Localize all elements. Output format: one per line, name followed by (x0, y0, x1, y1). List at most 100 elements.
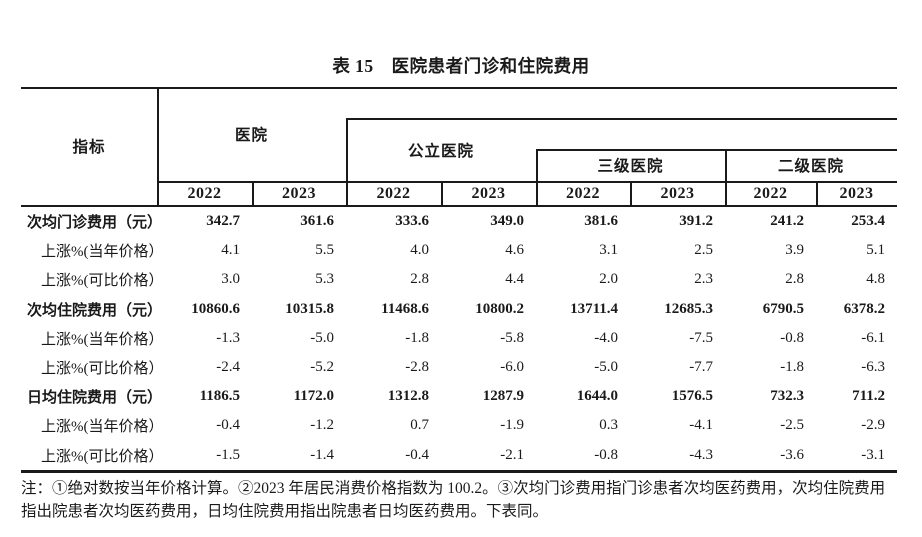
rule-year-row-top (157, 181, 897, 183)
year-header: 2023 (471, 185, 506, 202)
header-public-hospital: 公立医院 (407, 142, 474, 160)
table-cell: -5.2 (310, 359, 334, 376)
table-cell: -7.5 (689, 329, 713, 346)
table-cell: 4.4 (505, 271, 524, 288)
rule-public-group-top (346, 118, 897, 120)
table-cell: 3.0 (221, 271, 240, 288)
table-cell: 11468.6 (381, 300, 429, 317)
table-row: 上涨%(当年价格） -0.4 -1.2 0.7 -1.9 0.3 -4.1 -2… (21, 411, 897, 440)
table-cell: 4.0 (410, 242, 429, 259)
header-secondary-hospital: 二级医院 (777, 158, 844, 175)
table-cell: 349.0 (490, 213, 524, 230)
table-cell: -1.3 (216, 329, 240, 346)
table-row: 次均住院费用（元） 10860.6 10315.8 11468.6 10800.… (21, 295, 897, 324)
table-cell: -4.0 (594, 329, 618, 346)
table-cell: -1.2 (310, 417, 334, 434)
table-cell: 4.6 (505, 242, 524, 259)
table-body: 次均门诊费用（元） 342.7 361.6 333.6 349.0 381.6 … (21, 207, 897, 470)
table-cell: 6790.5 (762, 300, 804, 317)
divider-col-5 (630, 181, 632, 207)
divider-col-1 (252, 181, 254, 207)
table-cell: 3.9 (785, 242, 804, 259)
table-cell: 10800.2 (475, 300, 524, 317)
table-cell: -6.3 (861, 359, 885, 376)
table-cell: -7.7 (689, 359, 713, 376)
rule-table-bottom (21, 470, 897, 473)
year-header: 2022 (376, 185, 411, 202)
table-row: 上涨%(当年价格） -1.3 -5.0 -1.8 -5.8 -4.0 -7.5 … (21, 324, 897, 353)
hospital-fee-table: 指标 医院 公立医院 三级医院 二级医院 2022 2023 2022 2023… (21, 87, 897, 473)
row-label: 上涨%(可比价格） (41, 361, 164, 378)
table-cell: 1644.0 (576, 388, 618, 405)
table-cell: 253.4 (851, 213, 885, 230)
table-row: 上涨%(可比价格） -1.5 -1.4 -0.4 -2.1 -0.8 -4.3 … (21, 441, 897, 470)
table-cell: -0.4 (216, 417, 240, 434)
table-cell: 12685.3 (664, 300, 713, 317)
table-row: 上涨%(可比价格） 3.0 5.3 2.8 4.4 2.0 2.3 2.8 4.… (21, 265, 897, 294)
header-hospital: 医院 (234, 127, 268, 144)
table-cell: 13711.4 (570, 300, 618, 317)
table-cell: 10315.8 (285, 300, 334, 317)
table-cell: 711.2 (852, 388, 885, 405)
table-row: 上涨%(可比价格） -2.4 -5.2 -2.8 -6.0 -5.0 -7.7 … (21, 353, 897, 382)
table-cell: 2.8 (785, 271, 804, 288)
rule-table-top (21, 87, 897, 89)
table-cell: -3.6 (780, 446, 804, 463)
table-cell: 2.5 (694, 242, 713, 259)
table-row: 上涨%(当年价格） 4.1 5.5 4.0 4.6 3.1 2.5 3.9 5.… (21, 236, 897, 265)
table-cell: 6378.2 (843, 300, 885, 317)
year-header-row: 2022 2023 2022 2023 2022 2023 2022 2023 (157, 183, 897, 205)
table-cell: -0.8 (780, 329, 804, 346)
divider-col-3 (441, 181, 443, 207)
table-cell: -2.9 (861, 417, 885, 434)
table-cell: -0.8 (594, 446, 618, 463)
table-cell: 5.1 (866, 242, 885, 259)
table-cell: 381.6 (584, 213, 618, 230)
table-cell: -5.0 (310, 329, 334, 346)
table-cell: -5.0 (594, 359, 618, 376)
row-label: 上涨%(可比价格） (41, 448, 164, 465)
footnote: 注：①绝对数按当年价格计算。②2023 年居民消费价格指数为 100.2。③次均… (21, 480, 886, 520)
table-cell: 391.2 (679, 213, 713, 230)
year-header: 2023 (839, 185, 874, 202)
table-cell: 732.3 (770, 388, 804, 405)
table-cell: 333.6 (395, 213, 429, 230)
table-cell: -1.9 (500, 417, 524, 434)
row-label: 上涨%(当年价格） (41, 331, 164, 348)
table-cell: 1312.8 (387, 388, 429, 405)
year-header: 2022 (566, 185, 600, 202)
table-cell: 4.8 (866, 271, 885, 288)
table-cell: 1576.5 (671, 388, 713, 405)
table-cell: -5.8 (500, 329, 524, 346)
divider-col-6 (725, 149, 727, 207)
table-cell: -4.3 (689, 446, 713, 463)
table-cell: -6.1 (861, 329, 885, 346)
table-cell: -4.1 (689, 417, 713, 434)
table-cell: 3.1 (599, 242, 618, 259)
divider-col-2 (346, 118, 348, 207)
table-cell: -1.5 (216, 446, 240, 463)
table-cell: 4.1 (221, 242, 240, 259)
row-label: 上涨%(可比价格） (41, 273, 164, 290)
year-header: 2022 (753, 185, 788, 202)
row-label: 日均住院费用（元） (27, 390, 163, 407)
table-cell: 1186.5 (199, 388, 240, 405)
divider-indicator-col (157, 87, 159, 207)
header-indicator: 指标 (72, 139, 106, 156)
table-cell: -2.5 (780, 417, 804, 434)
table-cell: -1.8 (405, 329, 429, 346)
table-cell: 0.3 (599, 417, 618, 434)
table-cell: -3.1 (861, 446, 885, 463)
table-cell: -2.4 (216, 359, 240, 376)
table-cell: 241.2 (770, 213, 804, 230)
rule-header-bottom (21, 205, 897, 207)
table-cell: 5.3 (315, 271, 334, 288)
table-cell: -1.4 (310, 446, 334, 463)
table-cell: 361.6 (300, 213, 334, 230)
table-cell: 2.0 (599, 271, 618, 288)
table-cell: -0.4 (405, 446, 429, 463)
row-label: 次均住院费用（元） (27, 302, 163, 319)
year-header: 2023 (282, 185, 316, 202)
row-label: 上涨%(当年价格） (41, 244, 164, 261)
divider-col-4 (536, 149, 538, 207)
